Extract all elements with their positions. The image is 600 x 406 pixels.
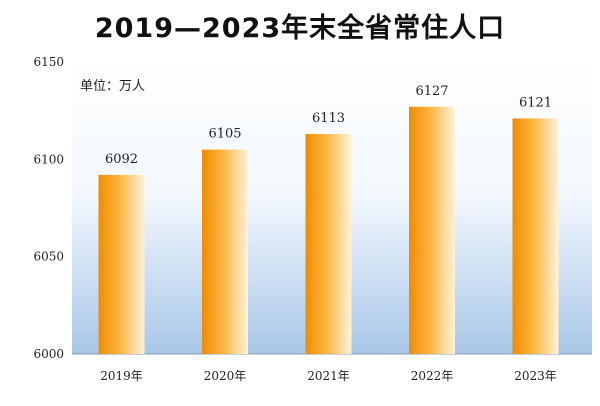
bar-2023年 — [512, 118, 559, 354]
x-tick-label: 2020年 — [204, 369, 247, 383]
y-axis: 6000 6050 6100 6150 — [33, 55, 64, 361]
unit-label: 单位：万人 — [80, 79, 145, 94]
bar-2022年 — [409, 106, 455, 354]
bar-2020年 — [202, 149, 248, 354]
y-tick-label: 6100 — [33, 152, 64, 166]
x-tick-label: 2023年 — [514, 369, 557, 383]
y-tick-label: 6150 — [33, 55, 64, 69]
bar-series: 6092 6105 6113 6127 6121 — [98, 84, 559, 354]
data-label: 6113 — [312, 111, 345, 126]
data-label: 6092 — [105, 152, 138, 167]
x-tick-label: 2022年 — [411, 369, 454, 383]
data-label: 6127 — [415, 84, 448, 99]
y-tick-label: 6050 — [33, 250, 64, 264]
x-axis: 2019年 2020年 2021年 2022年 2023年 — [100, 369, 557, 383]
x-tick-label: 2021年 — [307, 369, 350, 383]
y-tick-label: 6000 — [33, 347, 64, 361]
data-label: 6121 — [519, 95, 552, 110]
bar-2021年 — [305, 134, 352, 354]
data-label: 6105 — [208, 127, 241, 142]
chart-title: 2019—2023年末全省常住人口 — [94, 13, 506, 44]
x-tick-label: 2019年 — [100, 369, 143, 383]
bar-2019年 — [98, 174, 145, 354]
